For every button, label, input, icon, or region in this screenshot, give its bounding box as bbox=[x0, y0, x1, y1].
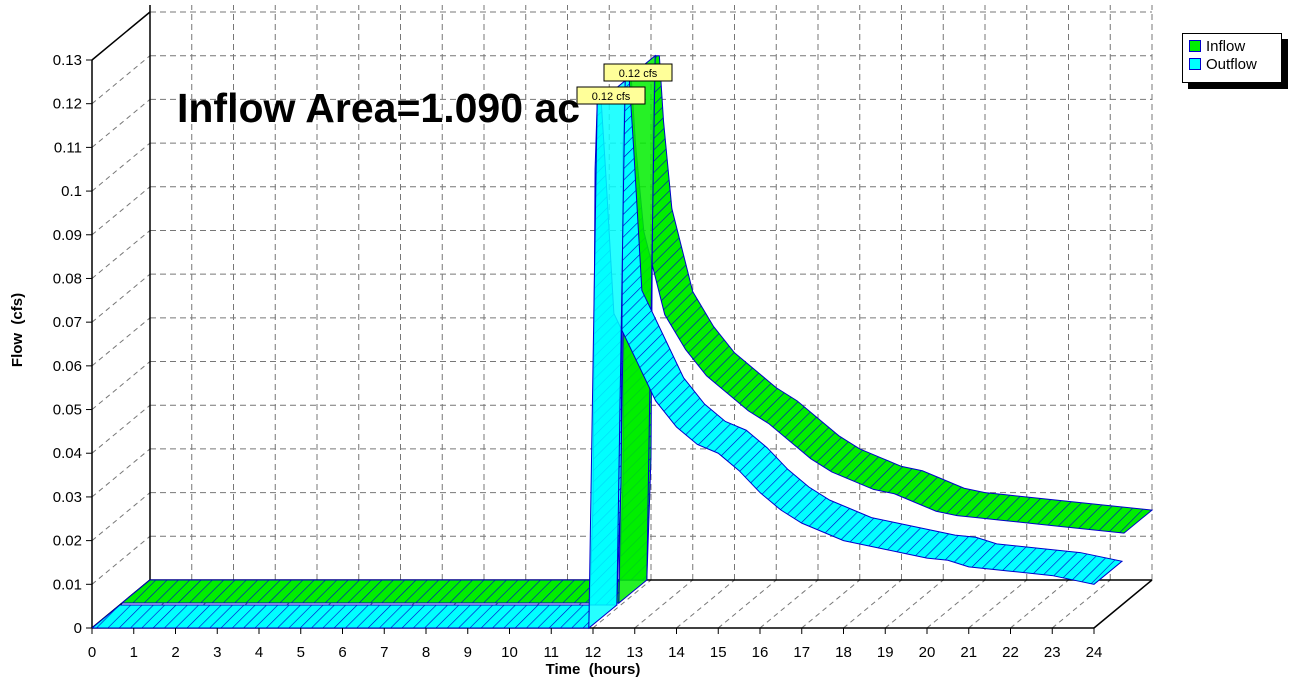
grid-line bbox=[91, 361, 151, 410]
x-tick-label: 5 bbox=[297, 644, 305, 661]
y-tick-label: 0.11 bbox=[54, 139, 82, 156]
x-tick-label: 8 bbox=[422, 644, 430, 661]
grid-line bbox=[91, 98, 151, 148]
y-tick-label: 0.01 bbox=[53, 576, 82, 593]
grid-line bbox=[1051, 579, 1111, 629]
grid-line bbox=[592, 579, 652, 629]
x-tick-label: 1 bbox=[130, 644, 138, 661]
peak-label-text: 0.12 cfs bbox=[619, 68, 658, 80]
x-tick-label: 0 bbox=[88, 644, 96, 661]
grid-line bbox=[676, 579, 735, 629]
x-tick-label: 19 bbox=[877, 644, 894, 661]
y-tick-label: 0.12 bbox=[53, 96, 82, 113]
x-tick-label: 20 bbox=[919, 644, 936, 661]
x-tick-label: 16 bbox=[752, 644, 769, 661]
peak-label-text: 0.12 cfs bbox=[592, 91, 631, 103]
x-tick-label: 22 bbox=[1002, 644, 1019, 661]
x-tick-label: 7 bbox=[380, 644, 388, 661]
y-tick-label: 0.06 bbox=[53, 358, 82, 375]
grid-line bbox=[1010, 579, 1069, 629]
y-tick-label: 0.03 bbox=[53, 489, 82, 506]
frame-edge bbox=[91, 11, 151, 61]
x-tick-label: 14 bbox=[668, 644, 685, 661]
legend-item-inflow: Inflow bbox=[1189, 37, 1245, 55]
x-tick-label: 18 bbox=[835, 644, 852, 661]
grid-line bbox=[843, 579, 902, 629]
grid-line bbox=[91, 404, 151, 454]
frame-edge bbox=[1093, 579, 1153, 629]
x-tick-label: 10 bbox=[501, 644, 518, 661]
x-tick-label: 2 bbox=[171, 644, 179, 661]
x-tick-label: 17 bbox=[793, 644, 810, 661]
peak-label-inflow: 0.12 cfs bbox=[603, 63, 673, 82]
x-tick-label: 23 bbox=[1044, 644, 1061, 661]
x-tick-label: 6 bbox=[338, 644, 346, 661]
x-tick-label: 9 bbox=[464, 644, 472, 661]
x-tick-label: 24 bbox=[1086, 644, 1103, 661]
grid-line bbox=[801, 579, 861, 629]
x-tick-label: 4 bbox=[255, 644, 263, 661]
series-layer bbox=[90, 54, 1154, 630]
peak-label-box bbox=[603, 63, 673, 82]
y-axis-label: Flow (cfs) bbox=[9, 293, 26, 367]
legend-swatch-outflow bbox=[1189, 58, 1201, 70]
y-tick-label: 0.02 bbox=[53, 533, 82, 550]
grid-line bbox=[926, 579, 986, 629]
grid-line bbox=[91, 535, 151, 585]
grid-line bbox=[759, 579, 819, 629]
grid-line bbox=[91, 317, 151, 367]
legend-label-inflow: Inflow bbox=[1206, 37, 1246, 55]
x-tick-label: 12 bbox=[585, 644, 602, 661]
grid-line bbox=[91, 273, 151, 323]
x-tick-label: 15 bbox=[710, 644, 727, 661]
grid-line bbox=[91, 142, 151, 192]
legend-box: Inflow Outflow bbox=[1182, 33, 1282, 83]
grid-line bbox=[717, 579, 777, 629]
legend-swatch-inflow bbox=[1189, 40, 1201, 52]
y-tick-label: 0.04 bbox=[53, 445, 82, 462]
peak-labels: 0.12 cfs 0.12 cfs bbox=[576, 63, 673, 105]
y-tick-label: 0.07 bbox=[53, 314, 82, 331]
grid-line bbox=[968, 579, 1028, 629]
x-axis-ticks: 0 1 2 3 4 5 6 7 8 9 10 11 12 13 14 15 16 17 18 19 20 21 22 23 24 bbox=[88, 628, 1103, 661]
y-tick-label: 0.1 bbox=[61, 183, 82, 200]
legend: Inflow Outflow bbox=[1182, 33, 1288, 89]
series-outflow bbox=[90, 79, 1124, 630]
grid-line bbox=[91, 492, 151, 542]
grid-line bbox=[91, 55, 151, 105]
y-tick-label: 0.09 bbox=[53, 227, 82, 244]
chart-title: Inflow Area=1.090 ac bbox=[177, 85, 580, 131]
legend-item-outflow: Outflow bbox=[1189, 55, 1257, 73]
legend-label-outflow: Outflow bbox=[1206, 55, 1257, 73]
x-tick-label: 11 bbox=[543, 644, 559, 661]
peak-label-box bbox=[576, 86, 646, 105]
y-tick-label: 0.08 bbox=[53, 270, 82, 287]
grid-line bbox=[884, 579, 944, 629]
x-tick-label: 3 bbox=[213, 644, 221, 661]
grid-line bbox=[91, 230, 151, 279]
x-tick-label: 13 bbox=[626, 644, 643, 661]
y-axis-ticks: 0 0.01 0.02 0.03 0.04 0.05 0.06 0.07 0.08 0.09 0.1… bbox=[53, 52, 92, 637]
x-axis-label: Time (hours) bbox=[546, 661, 641, 678]
x-tick-label: 21 bbox=[960, 644, 977, 661]
grid-line bbox=[91, 186, 151, 236]
grid-line bbox=[634, 579, 694, 629]
grid-line bbox=[91, 448, 151, 498]
peak-label-outflow: 0.12 cfs bbox=[576, 86, 646, 105]
y-tick-label: 0.05 bbox=[53, 402, 82, 419]
y-tick-label: 0 bbox=[74, 620, 82, 637]
y-tick-label: 0.13 bbox=[53, 52, 82, 69]
